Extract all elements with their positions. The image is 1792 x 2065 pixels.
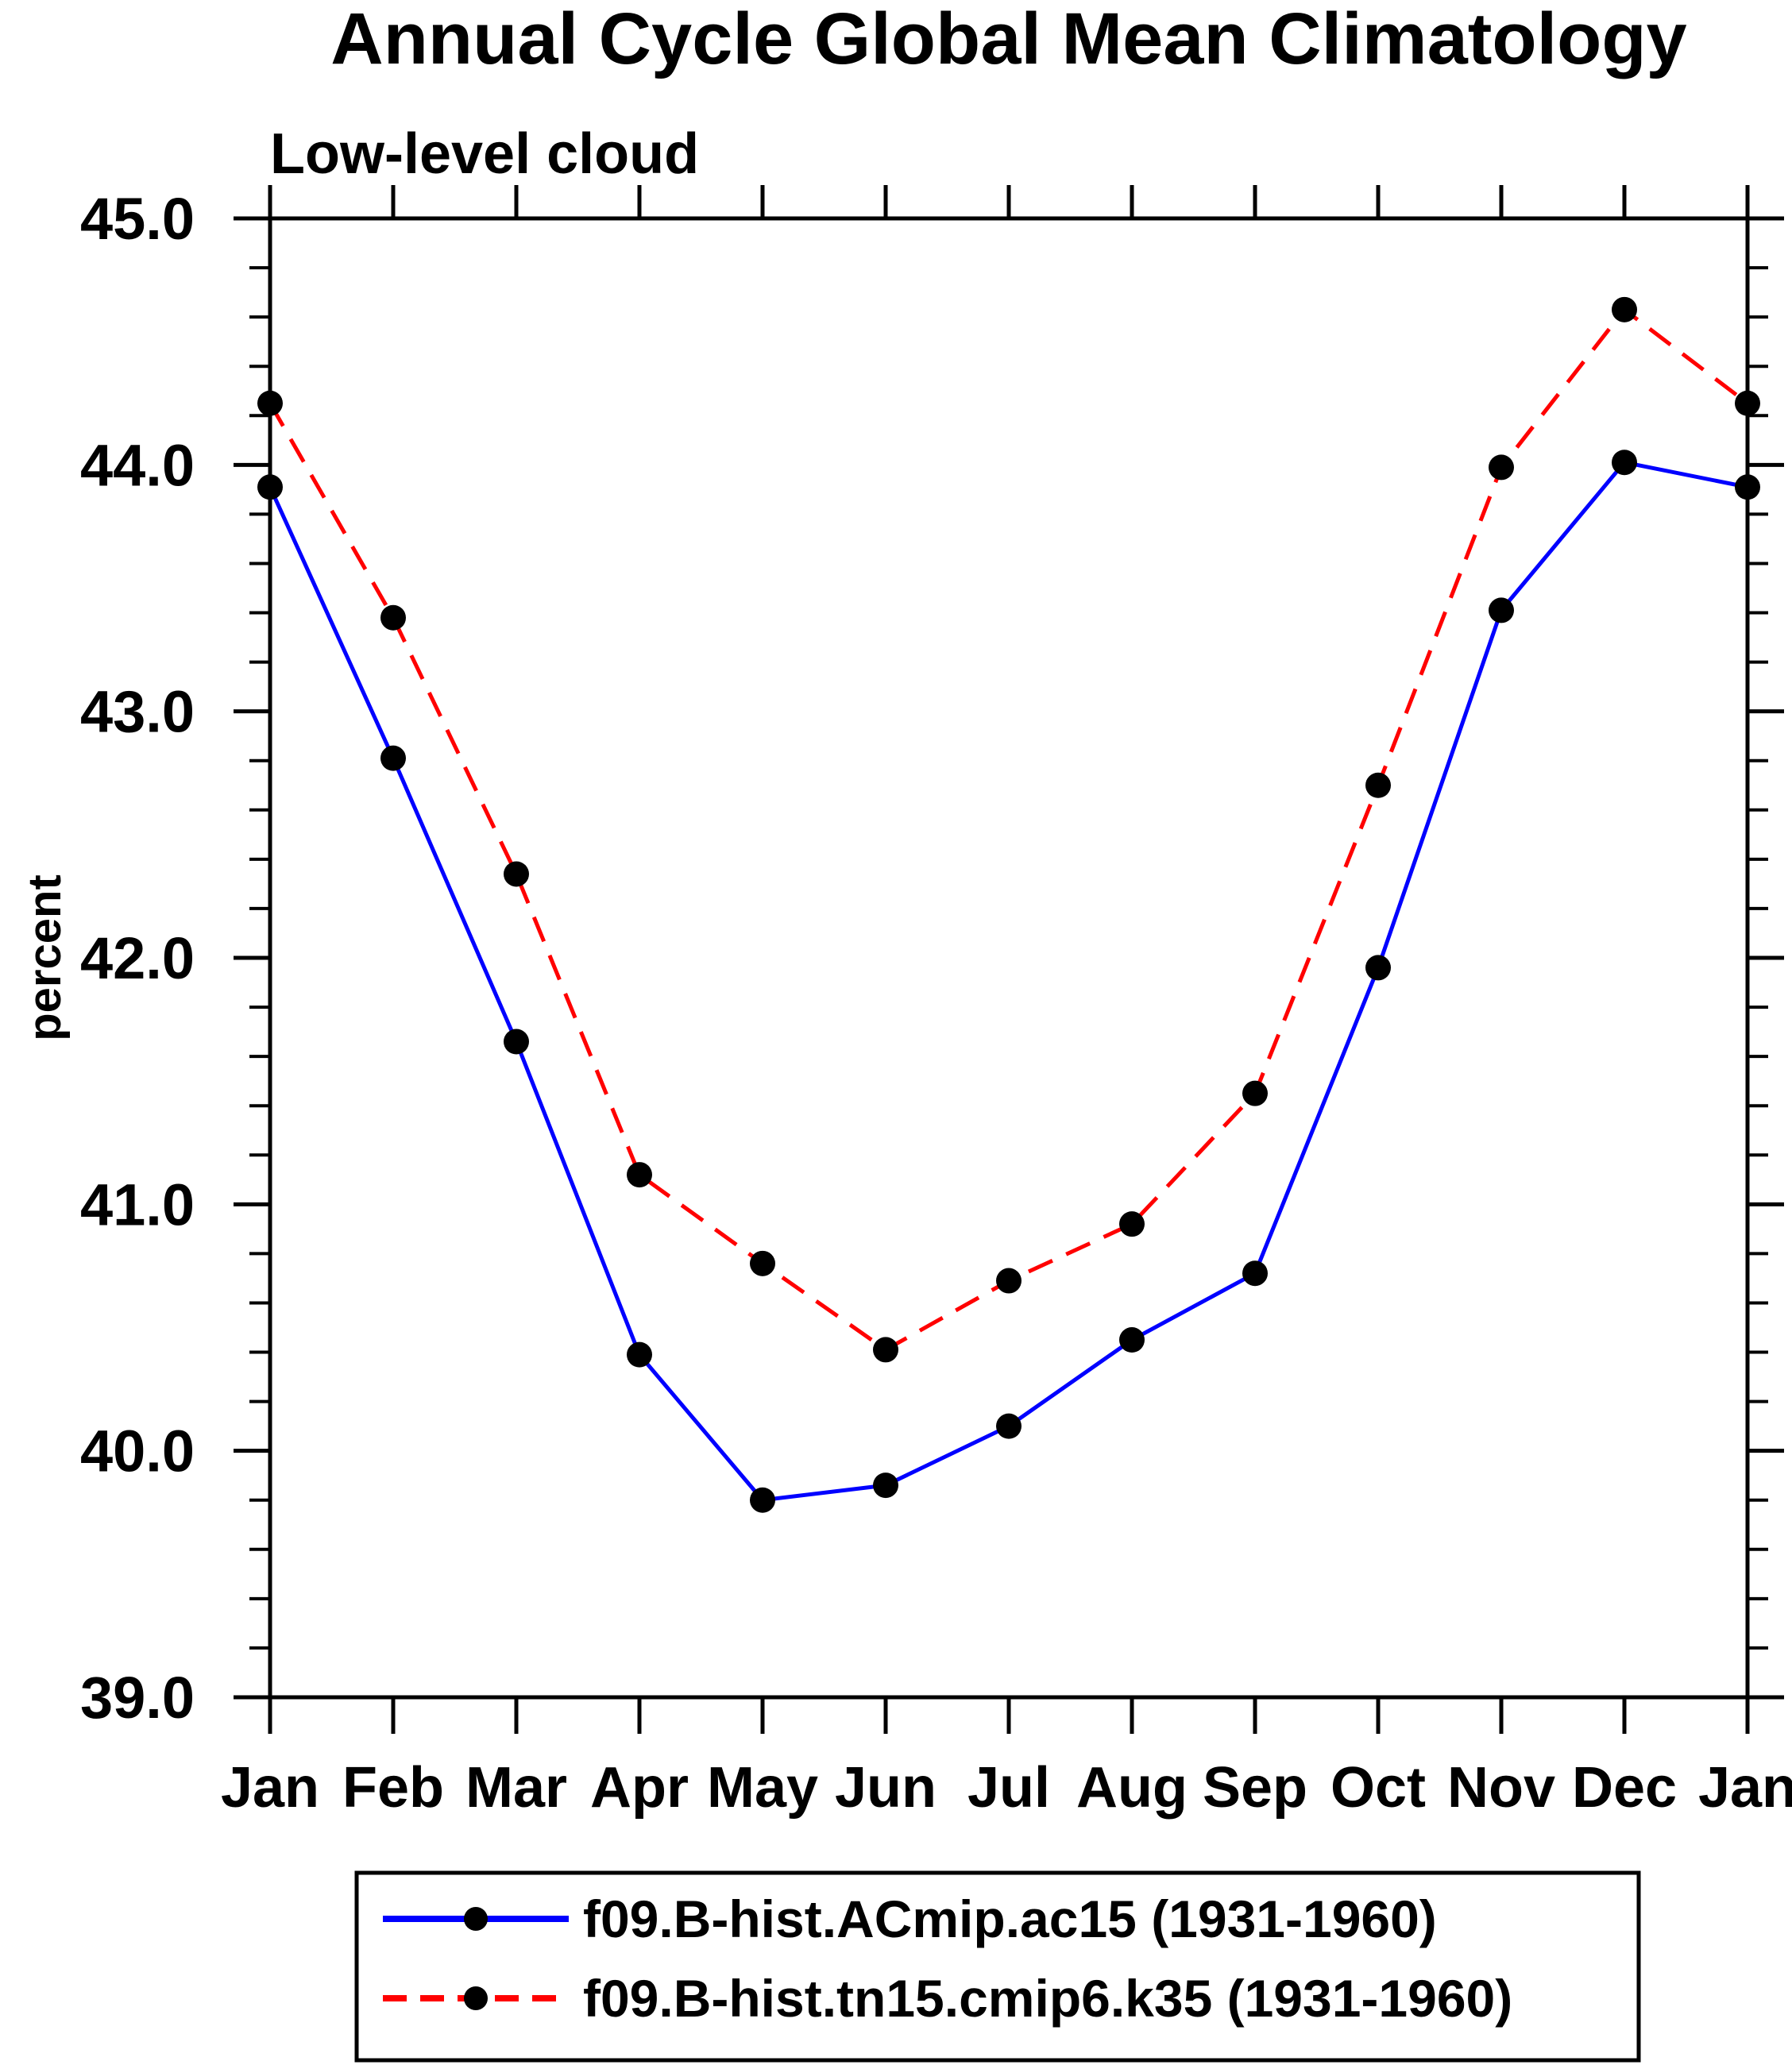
data-point bbox=[1735, 390, 1760, 416]
data-point bbox=[996, 1268, 1022, 1294]
data-point bbox=[1489, 597, 1514, 623]
x-tick-label: Feb bbox=[342, 1756, 444, 1820]
chart-title: Annual Cycle Global Mean Climatology bbox=[330, 0, 1686, 79]
data-point bbox=[627, 1341, 652, 1368]
series-line bbox=[268, 460, 1748, 1503]
data-point bbox=[627, 1162, 652, 1188]
x-tick-label: Jan bbox=[1698, 1756, 1792, 1820]
x-tick-label: Nov bbox=[1447, 1756, 1555, 1820]
data-series bbox=[268, 307, 1749, 1503]
y-axis-tick-labels: 39.0 40.0 41.0 42.0 43.0 44.0 45.0 bbox=[80, 186, 195, 1731]
x-tick-label: May bbox=[707, 1756, 818, 1820]
legend: f09.B-hist.ACmip.ac15 (1931-1960) f09.B-h… bbox=[354, 1870, 1641, 2063]
x-tick-label: Apr bbox=[590, 1756, 689, 1820]
y-tick-label: 42.0 bbox=[80, 925, 195, 991]
y-tick-label: 44.0 bbox=[80, 432, 195, 498]
x-axis-tick-labels: Jan Feb Mar Apr May Jun Jul Aug Sep Oct Nov Dec Jan bbox=[221, 1756, 1792, 1820]
plot-border bbox=[268, 216, 1750, 1700]
data-point bbox=[1365, 955, 1391, 981]
data-point-markers bbox=[257, 296, 1760, 1513]
data-point bbox=[1119, 1327, 1145, 1353]
y-tick-label: 43.0 bbox=[80, 679, 195, 745]
x-axis-ticks bbox=[268, 185, 1750, 1734]
y-axis-ticks bbox=[234, 216, 1784, 1700]
data-point bbox=[1119, 1211, 1145, 1237]
data-point bbox=[996, 1413, 1022, 1439]
x-tick-label: Aug bbox=[1076, 1756, 1188, 1820]
data-point bbox=[380, 745, 406, 771]
chart-subtitle: Low-level cloud bbox=[270, 122, 699, 186]
data-point bbox=[1242, 1080, 1268, 1106]
data-point bbox=[873, 1473, 898, 1499]
x-tick-label: Jun bbox=[835, 1756, 937, 1820]
data-point bbox=[380, 604, 406, 631]
legend-label: f09.B-hist.ACmip.ac15 (1931-1960) bbox=[583, 1889, 1437, 1948]
y-tick-label: 41.0 bbox=[80, 1171, 195, 1237]
y-tick-label: 40.0 bbox=[80, 1418, 195, 1484]
legend-marker bbox=[464, 1907, 488, 1931]
data-point bbox=[1735, 474, 1760, 500]
data-point bbox=[504, 861, 529, 887]
x-tick-label: Sep bbox=[1203, 1756, 1307, 1820]
data-point bbox=[1242, 1260, 1268, 1287]
data-point bbox=[257, 390, 283, 416]
data-point bbox=[750, 1487, 775, 1513]
x-tick-label: Mar bbox=[465, 1756, 567, 1820]
data-point bbox=[257, 474, 283, 500]
x-tick-label: Dec bbox=[1572, 1756, 1677, 1820]
data-point bbox=[1489, 454, 1514, 481]
x-tick-label: Jan bbox=[221, 1756, 319, 1820]
y-axis-label: percent bbox=[19, 874, 71, 1041]
data-point bbox=[504, 1029, 529, 1055]
data-point bbox=[1612, 296, 1637, 322]
plot-frame bbox=[268, 216, 1750, 1700]
legend-box bbox=[354, 1870, 1641, 2063]
x-tick-label: Jul bbox=[967, 1756, 1050, 1820]
data-point bbox=[873, 1337, 898, 1363]
data-point bbox=[750, 1250, 775, 1276]
data-point bbox=[1365, 772, 1391, 798]
x-tick-label: Oct bbox=[1330, 1756, 1426, 1820]
data-point bbox=[1612, 450, 1637, 476]
series-line bbox=[268, 307, 1749, 1352]
y-tick-label: 39.0 bbox=[80, 1665, 195, 1731]
legend-label: f09.B-hist.tn15.cmip6.k35 (1931-1960) bbox=[583, 1969, 1512, 2028]
y-tick-label: 45.0 bbox=[80, 186, 195, 252]
legend-marker bbox=[464, 1986, 488, 2010]
